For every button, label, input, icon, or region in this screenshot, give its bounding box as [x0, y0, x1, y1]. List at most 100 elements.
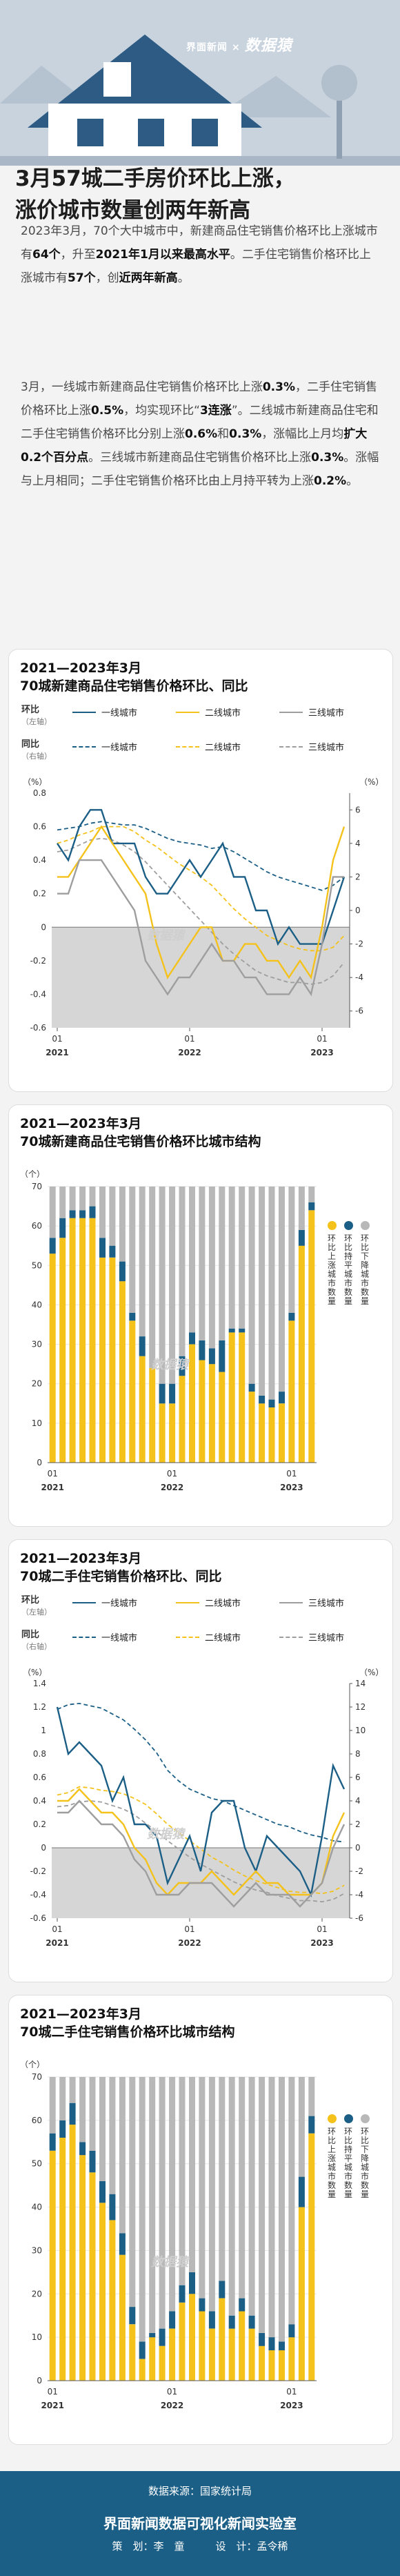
right-axis-unit: （%） [359, 777, 383, 787]
chart-card-second-hand-structure: 2021—2023年3月 70城二手住宅销售价格环比城市结构 （个） 0 10 20 3… [8, 1995, 393, 2445]
left-axis-tick-label: -0.6 [30, 1913, 46, 1923]
left-axis-unit: （%） [23, 777, 47, 787]
bar-segment [129, 1320, 136, 1463]
bar-segment [298, 1245, 305, 1463]
legend-series-label: 三线城市 [308, 1633, 345, 1643]
bar-segment [279, 1403, 285, 1463]
x-axis-month-label: 01 [286, 1469, 297, 1479]
legend-down-count: 环比下降城市数量 [361, 2114, 370, 2199]
intro-highlight: 0.3% [229, 427, 262, 441]
intro-highlight: 近两年新高 [119, 271, 178, 285]
series-line [56, 809, 346, 946]
bar-segment [129, 2077, 136, 2307]
legend-flat-count: 环比持平城市数量 [344, 1221, 354, 1306]
legend-series-label: 一线城市 [101, 708, 138, 719]
legend-flat-label: 环比持平城市数量 [344, 2127, 353, 2199]
x-axis-month-label: 01 [184, 1924, 194, 1934]
right-axis-tick-label: -4 [355, 973, 363, 982]
bar-segment [99, 2203, 106, 2381]
bar-segment [149, 2337, 156, 2381]
intro-text: ，升至 [60, 248, 96, 262]
left-axis-tick-label: 1 [41, 1726, 46, 1735]
series-line [57, 859, 344, 997]
chart-years: 2021—2023年3月 [20, 1551, 141, 1566]
bar-segment [149, 1187, 156, 1368]
bar-segment [298, 2207, 305, 2381]
x-axis-year-label: 2022 [161, 2401, 183, 2410]
y-axis-tick-label: 60 [32, 2116, 42, 2125]
bar-segment [259, 2332, 266, 2346]
bar-segment [308, 1210, 315, 1463]
right-axis-tick-label: 4 [355, 839, 361, 848]
bar-segment [199, 2298, 206, 2312]
bar-segment [119, 1261, 126, 1282]
bar-segment [268, 1187, 275, 1400]
bar-segment [208, 1348, 215, 1365]
intro-text: ，均实现环比“ [123, 404, 200, 418]
x-axis-year-label: 2023 [310, 1048, 333, 1057]
chart-title: 2021—2023年3月 70城新建商品住宅销售价格环比城市结构 [20, 1115, 261, 1151]
bar-segment [288, 2324, 295, 2338]
intro-highlight: 0.3% [311, 451, 344, 465]
bar-segment [79, 1210, 86, 1218]
bar-segment [149, 1367, 156, 1463]
left-axis-tick-label: 0.4 [33, 1796, 46, 1806]
bar-segment [99, 1257, 106, 1463]
bar-segment [89, 1206, 96, 1218]
bar-segment [248, 1187, 255, 1384]
intro-text: ，涨幅比上月均 [261, 427, 344, 441]
series-line [57, 821, 345, 891]
bar-segment [279, 1392, 285, 1404]
line-chart-new-home: （%） （%） -0.6 -0.4 -0.2 0 0.2 0.4 0.6 0.8 -6 -4 -2 0 2 4… [23, 777, 383, 1057]
left-axis-tick-label: 0 [41, 1843, 46, 1853]
bar-segment [89, 1187, 96, 1207]
bar-segment [169, 2311, 176, 2329]
right-axis-tick-label: -4 [355, 1890, 363, 1900]
x-axis-year-label: 2023 [310, 1938, 333, 1948]
bar-segment [139, 1336, 146, 1356]
x-axis-year-label: 2021 [46, 1938, 68, 1948]
bar-segment [159, 1187, 166, 1384]
y-axis-tick-label: 10 [32, 2332, 42, 2342]
bar-segment [199, 1187, 206, 1340]
bar-segment [298, 2077, 305, 2177]
partner-logo-text: 数据猿 [244, 37, 292, 55]
bar-segment [49, 2150, 56, 2381]
left-axis-tick-label: 1.2 [33, 1702, 46, 1712]
bar-segment [129, 1187, 136, 1313]
intro-text: ，创 [95, 271, 119, 285]
chart-card-second-hand-price: 2021—2023年3月 70城二手住宅销售价格环比、同比 环比 （左轴） 同比… [8, 1539, 393, 1982]
bar-segment [208, 2311, 215, 2329]
left-axis-unit: （个） [20, 1169, 45, 1179]
brand-separator: × [232, 42, 241, 53]
intro-highlight: 3连涨 [199, 404, 232, 418]
bar-segment [59, 1238, 66, 1463]
bar-segment [159, 2328, 166, 2346]
bar-segment [288, 2077, 295, 2325]
chart-years: 2021—2023年3月 [20, 2007, 141, 2022]
right-axis-tick-label: 6 [355, 1773, 361, 1782]
legend-up-label: 环比上涨城市数量 [328, 2127, 337, 2199]
bar-segment [89, 2150, 96, 2173]
legend-down-count: 环比下降城市数量 [361, 1221, 370, 1306]
bar-segment [149, 2332, 156, 2338]
bar-segment [199, 1340, 206, 1360]
intro-text: 。 [177, 271, 190, 285]
negative-zone-shade [52, 927, 350, 1028]
bar-segment [89, 1218, 96, 1463]
legend-up-label: 环比上涨城市数量 [328, 1233, 337, 1306]
series-line [57, 825, 346, 980]
x-axis-month-label: 01 [167, 2387, 177, 2397]
bar-segment [119, 2077, 126, 2234]
bar-segment [179, 1356, 186, 1376]
legend-tongbi-label: 同比 [21, 739, 40, 750]
intro-highlight: 64个 [32, 248, 61, 262]
y-axis-tick-label: 50 [32, 1260, 42, 1270]
y-axis-tick-label: 70 [32, 2072, 42, 2082]
bar-segment [169, 2328, 176, 2381]
bar-segment [259, 1403, 266, 1463]
bar-segment [109, 1245, 116, 1258]
bar-segment [268, 2077, 275, 2338]
bar-segment [228, 1328, 235, 1333]
